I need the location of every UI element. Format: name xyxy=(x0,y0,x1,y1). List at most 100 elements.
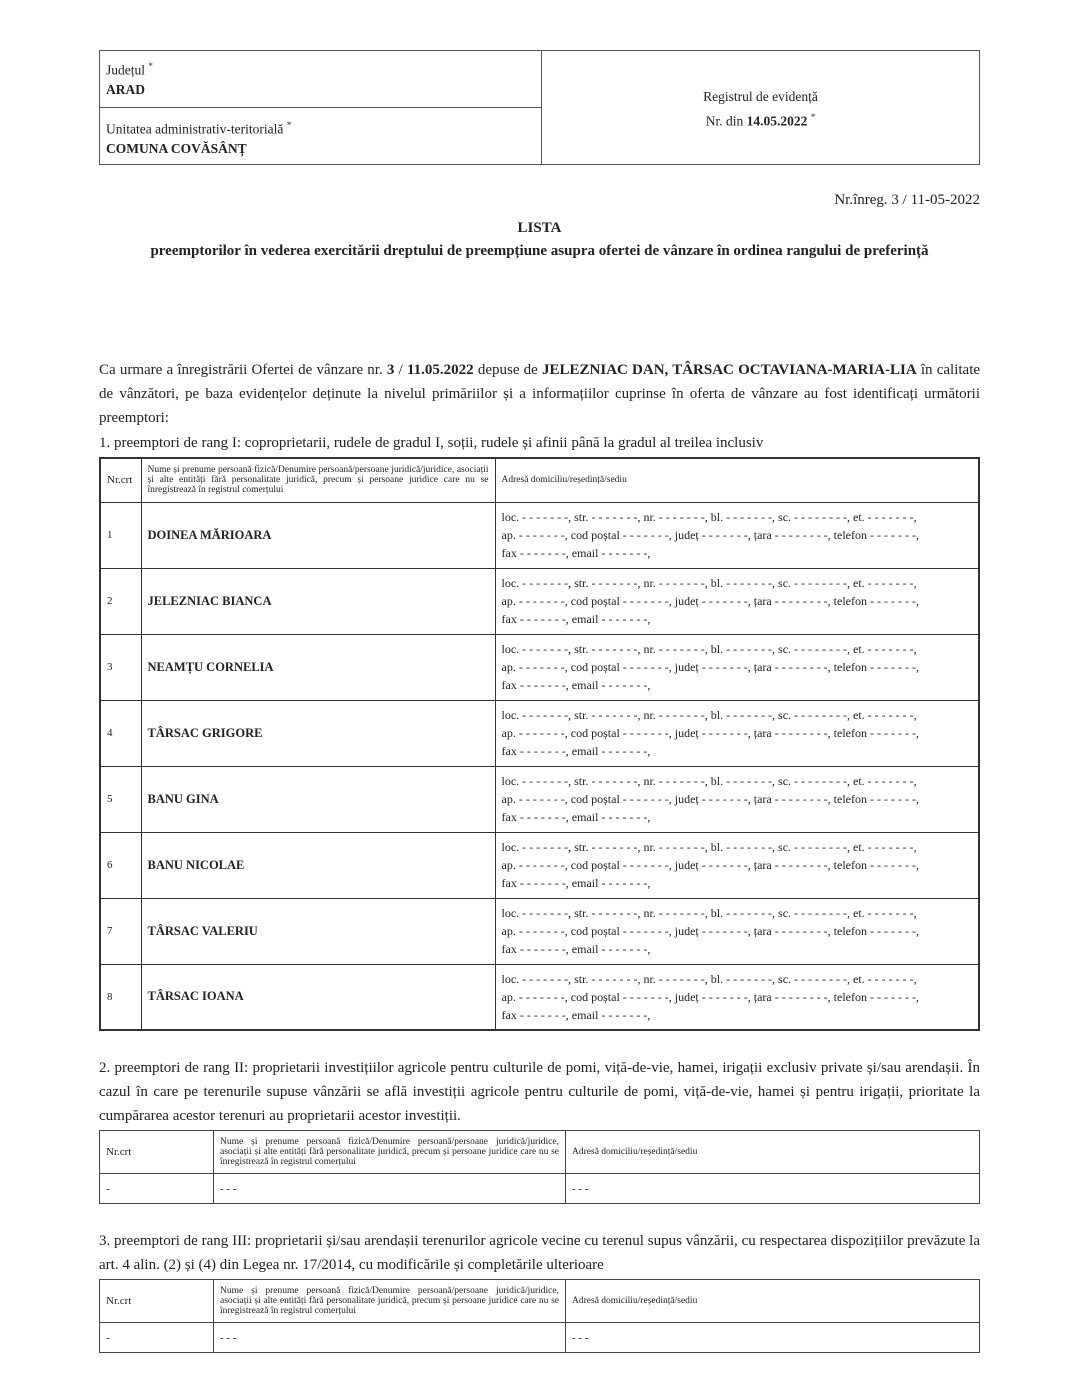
col-name: Nume și prenume persoană fizică/Denumire… xyxy=(213,1279,566,1323)
rank2-heading: 2. preemptori de rang II: proprietarii i… xyxy=(99,1060,980,1124)
row-nr: - xyxy=(99,1173,214,1204)
address-line: ap. - - - - - - -, cod poștal - - - - - … xyxy=(501,528,919,542)
row-address: loc. - - - - - - -, str. - - - - - - -, … xyxy=(494,633,980,701)
table-row: - - - - - - - xyxy=(99,1173,980,1204)
required-mark: * xyxy=(286,120,292,130)
address-line: loc. - - - - - - -, str. - - - - - - -, … xyxy=(501,840,917,854)
registry-label: Registrul de evidență xyxy=(703,89,818,104)
separator: / xyxy=(394,362,407,378)
row-nr: 5 xyxy=(99,765,142,833)
table-row: 5 BANU GINA loc. - - - - - - -, str. - - -… xyxy=(99,765,980,833)
header-box: Județul * ARAD Unitatea administrativ-te… xyxy=(99,50,980,165)
intro-text: depuse de xyxy=(473,362,543,378)
address-line: loc. - - - - - - -, str. - - - - - - -, … xyxy=(501,774,917,788)
registry-nr: Nr. din xyxy=(705,113,744,129)
row-name: TÂRSAC GRIGORE xyxy=(140,699,496,767)
row-name: BANU NICOLAE xyxy=(140,831,496,899)
row-name: NEAMȚU CORNELIA xyxy=(140,633,496,701)
offer-number: 3 xyxy=(386,362,395,378)
row-address: loc. - - - - - - -, str. - - - - - - -, … xyxy=(494,501,980,569)
table-row: 3 NEAMȚU CORNELIA loc. - - - - - - -, str.… xyxy=(99,633,980,701)
uat-label: Unitatea administrativ-teritorială xyxy=(106,121,284,137)
address-line: fax - - - - - - -, email - - - - - - -, xyxy=(501,876,651,890)
row-name: - - - xyxy=(213,1173,566,1204)
row-name: TÂRSAC IOANA xyxy=(140,963,496,1031)
address-line: fax - - - - - - -, email - - - - - - -, xyxy=(501,1007,651,1022)
col-nr: Nr.crt xyxy=(99,1279,214,1323)
county-cell: Județul * ARAD xyxy=(100,51,541,108)
address-line: fax - - - - - - -, email - - - - - - -, xyxy=(501,744,651,758)
intro-text: în calitate de vânzători, pe baza eviden… xyxy=(99,362,981,426)
row-address: loc. - - - - - - -, str. - - - - - - -, … xyxy=(494,567,980,635)
header-left: Județul * ARAD Unitatea administrativ-te… xyxy=(100,51,542,164)
row-nr: 2 xyxy=(99,567,142,635)
rank3-heading: 3. preemptori de rang III: proprietarii … xyxy=(99,1233,980,1273)
address-line: loc. - - - - - - -, str. - - - - - - -, … xyxy=(501,642,917,656)
address-line: fax - - - - - - -, email - - - - - - -, xyxy=(501,810,651,824)
row-address: - - - xyxy=(565,1322,980,1353)
address-line: loc. - - - - - - -, str. - - - - - - -, … xyxy=(501,906,917,920)
address-line: loc. - - - - - - -, str. - - - - - - -, … xyxy=(501,576,917,590)
address-line: ap. - - - - - - -, cod poștal - - - - - … xyxy=(501,924,919,938)
row-address: loc. - - - - - - -, str. - - - - - - -, … xyxy=(494,963,980,1031)
address-line: ap. - - - - - - -, cod poștal - - - - - … xyxy=(501,660,919,674)
address-line: fax - - - - - - -, email - - - - - - -, xyxy=(501,612,651,626)
sellers: JELEZNIAC DAN, TÂRSAC OCTAVIANA-MARIA-LI… xyxy=(542,362,917,378)
intro-paragraph: Ca urmare a înregistrării Ofertei de vân… xyxy=(99,358,980,430)
registry-date: 14.05.2022 xyxy=(746,113,808,129)
row-name: BANU GINA xyxy=(140,765,496,833)
address-line: fax - - - - - - -, email - - - - - - -, xyxy=(501,942,651,956)
row-nr: 1 xyxy=(99,501,142,569)
address-line: fax - - - - - - -, email - - - - - - -, xyxy=(501,546,651,560)
address-line: ap. - - - - - - -, cod poștal - - - - - … xyxy=(501,792,919,806)
address-line: ap. - - - - - - -, cod poștal - - - - - … xyxy=(501,858,919,872)
row-name: TÂRSAC VALERIU xyxy=(140,897,496,965)
address-line: loc. - - - - - - -, str. - - - - - - -, … xyxy=(501,971,917,986)
county-label: Județul xyxy=(106,62,145,78)
address-line: ap. - - - - - - -, cod poștal - - - - - … xyxy=(501,989,919,1004)
table-row: 1 DOINEA MĂRIOARA loc. - - - - - - -, str.… xyxy=(99,501,980,569)
registry-cell: Registrul de evidență Nr. din 14.05.2022… xyxy=(542,51,979,164)
address-line: ap. - - - - - - -, cod poștal - - - - - … xyxy=(501,594,919,608)
table-row: 6 BANU NICOLAE loc. - - - - - - -, str. - … xyxy=(99,831,980,899)
rank1-table: Nr.crt Nume și prenume persoană fizică/D… xyxy=(99,457,980,1031)
table-row: 2 JELEZNIAC BIANCA loc. - - - - - - -, str… xyxy=(99,567,980,635)
address-line: ap. - - - - - - -, cod poștal - - - - - … xyxy=(501,726,919,740)
uat-cell: Unitatea administrativ-teritorială * COM… xyxy=(100,108,541,164)
table-row: 8 TÂRSAC IOANA loc. - - - - - - -, str. - … xyxy=(99,963,980,1031)
table-row: - - - - - - - xyxy=(99,1322,980,1353)
address-line: fax - - - - - - -, email - - - - - - -, xyxy=(501,678,651,692)
row-address: loc. - - - - - - -, str. - - - - - - -, … xyxy=(494,699,980,767)
required-mark: * xyxy=(148,61,153,71)
row-address: loc. - - - - - - -, str. - - - - - - -, … xyxy=(494,765,980,833)
col-address: Adresă domiciliu/reședință/sediu xyxy=(565,1279,980,1323)
row-name: DOINEA MĂRIOARA xyxy=(140,501,496,569)
row-name: JELEZNIAC BIANCA xyxy=(140,567,496,635)
rank3-table: Nr.crt Nume și prenume persoană fizică/D… xyxy=(99,1279,980,1353)
row-address: loc. - - - - - - -, str. - - - - - - -, … xyxy=(494,831,980,899)
address-line: loc. - - - - - - -, str. - - - - - - -, … xyxy=(501,510,917,524)
row-name: - - - xyxy=(213,1322,566,1353)
page-subtitle: preemptorilor în vederea exercitării dre… xyxy=(150,243,929,259)
col-name: Nume și prenume persoană fizică/Denumire… xyxy=(213,1130,566,1174)
table-row: 4 TÂRSAC GRIGORE loc. - - - - - - -, str. … xyxy=(99,699,980,767)
col-address: Adresă domiciliu/reședință/sediu xyxy=(565,1130,980,1174)
county-value: ARAD xyxy=(106,81,145,97)
intro-text: Ca urmare a înregistrării Ofertei de vân… xyxy=(99,362,383,378)
uat-value: COMUNA COVĂSÂNȚ xyxy=(106,140,247,156)
row-nr: 4 xyxy=(99,699,142,767)
row-address: - - - xyxy=(565,1173,980,1204)
row-nr: 8 xyxy=(99,963,142,1031)
row-address: loc. - - - - - - -, str. - - - - - - -, … xyxy=(494,897,980,965)
required-mark: * xyxy=(810,112,816,122)
col-address: Adresă domiciliu/reședință/sediu xyxy=(494,457,980,503)
rank2-table: Nr.crt Nume și prenume persoană fizică/D… xyxy=(99,1130,980,1204)
offer-date: 11.05.2022 xyxy=(406,362,474,378)
col-name: Nume și prenume persoană fizică/Denumire… xyxy=(140,457,496,503)
page-title: LISTA xyxy=(517,220,562,236)
table-header-row: Nr.crt Nume și prenume persoană fizică/D… xyxy=(99,457,980,503)
row-nr: 7 xyxy=(99,897,142,965)
row-nr: - xyxy=(99,1322,214,1353)
registration-number: Nr.înreg. 3 / 11-05-2022 xyxy=(834,192,980,208)
table-row: 7 TÂRSAC VALERIU loc. - - - - - - -, str. … xyxy=(99,897,980,965)
